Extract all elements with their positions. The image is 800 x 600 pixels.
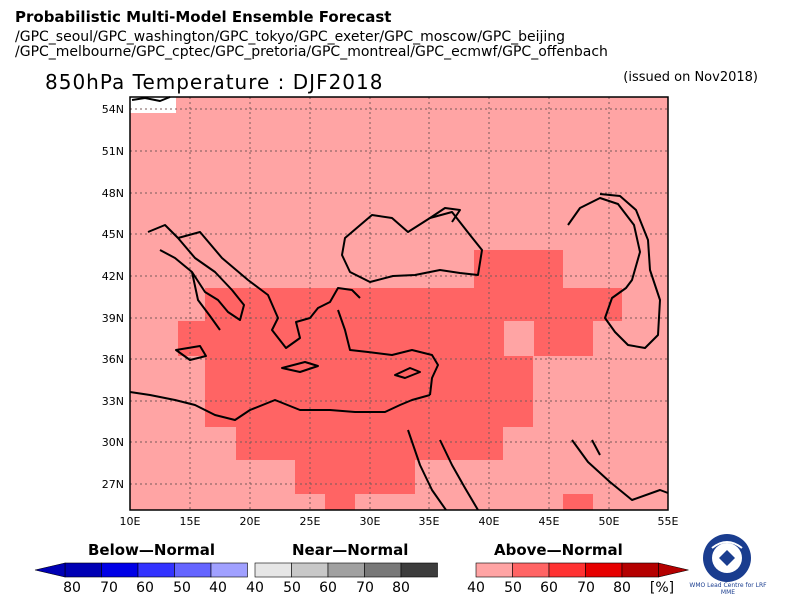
lon-label: 15E (180, 515, 201, 528)
legend-below-swatch (101, 562, 139, 578)
legend-above-label: 40 (467, 580, 485, 596)
wmo-logo (703, 534, 751, 582)
centers-line-2: /GPC_melbourne/GPC_cptec/GPC_pretoria/GP… (15, 44, 608, 60)
lon-label: 45E (539, 515, 560, 528)
legend-above-swatch (512, 562, 550, 578)
centers-line-1: /GPC_seoul/GPC_washington/GPC_tokyo/GPC_… (15, 29, 566, 45)
lat-label: 51N (102, 145, 124, 158)
legend-below-label: 50 (173, 580, 191, 596)
legend-below-label: 80 (63, 580, 81, 596)
legend-above-label: 80 (613, 580, 631, 596)
lon-label: 30E (360, 515, 381, 528)
legend-title-near: Near—Normal (292, 541, 409, 559)
legend-near-swatch (400, 562, 438, 578)
legend-near-label: 60 (319, 580, 337, 596)
legend-above-swatch (548, 562, 586, 578)
legend-above-label: 50 (504, 580, 522, 596)
graticule (130, 97, 668, 510)
legend-near-label: 50 (283, 580, 301, 596)
legend-above-swatch (621, 562, 659, 578)
legend-title-above: Above—Normal (494, 541, 623, 559)
lat-label: 33N (102, 395, 124, 408)
legend-below-swatch (210, 562, 248, 578)
lat-label: 48N (102, 187, 124, 200)
above-normal-40-50-pocket (504, 321, 534, 356)
lat-label: 54N (102, 103, 124, 116)
legend-unit: [%] (649, 580, 675, 596)
legend-above-label: 70 (577, 580, 595, 596)
legend-below-label: 40 (209, 580, 227, 596)
lon-label: 50E (599, 515, 620, 528)
legend-below-arrow (34, 562, 66, 578)
legend-below-swatch (174, 562, 212, 578)
logo-caption: WMO Lead Centre for LRF MME (689, 582, 767, 596)
lat-label: 36N (102, 353, 124, 366)
coastlines (129, 96, 669, 511)
legend-below-swatch (64, 562, 102, 578)
lon-label: 25E (300, 515, 321, 528)
legend-above-arrow (658, 562, 689, 578)
map-frame (129, 96, 669, 511)
figure-title: Probabilistic Multi-Model Ensemble Forec… (15, 8, 392, 26)
lon-label: 20E (240, 515, 261, 528)
legend-below-swatch (137, 562, 175, 578)
legend-below-label: 60 (136, 580, 154, 596)
lat-label: 42N (102, 270, 124, 283)
lon-label: 40E (479, 515, 500, 528)
legend-title-below: Below—Normal (88, 541, 216, 559)
legend-above-swatch (585, 562, 623, 578)
legend-near-label: 40 (246, 580, 264, 596)
map-title: 850hPa Temperature : DJF2018 (45, 70, 384, 94)
legend-below-label: 70 (100, 580, 118, 596)
legend-near-swatch (254, 562, 292, 578)
lon-label: 55E (658, 515, 679, 528)
legend-near-swatch (291, 562, 329, 578)
lon-label: 10E (120, 515, 141, 528)
legend-near-label: 80 (392, 580, 410, 596)
legend-near-swatch (364, 562, 402, 578)
lat-label: 45N (102, 228, 124, 241)
lat-label: 27N (102, 478, 124, 491)
issued-date: (issued on Nov2018) (623, 70, 758, 85)
legend-above-swatch (475, 562, 513, 578)
legend-near-swatch (327, 562, 365, 578)
lat-label: 39N (102, 312, 124, 325)
legend-near-label: 70 (356, 580, 374, 596)
lon-label: 35E (419, 515, 440, 528)
legend-above-label: 60 (540, 580, 558, 596)
lat-label: 30N (102, 436, 124, 449)
